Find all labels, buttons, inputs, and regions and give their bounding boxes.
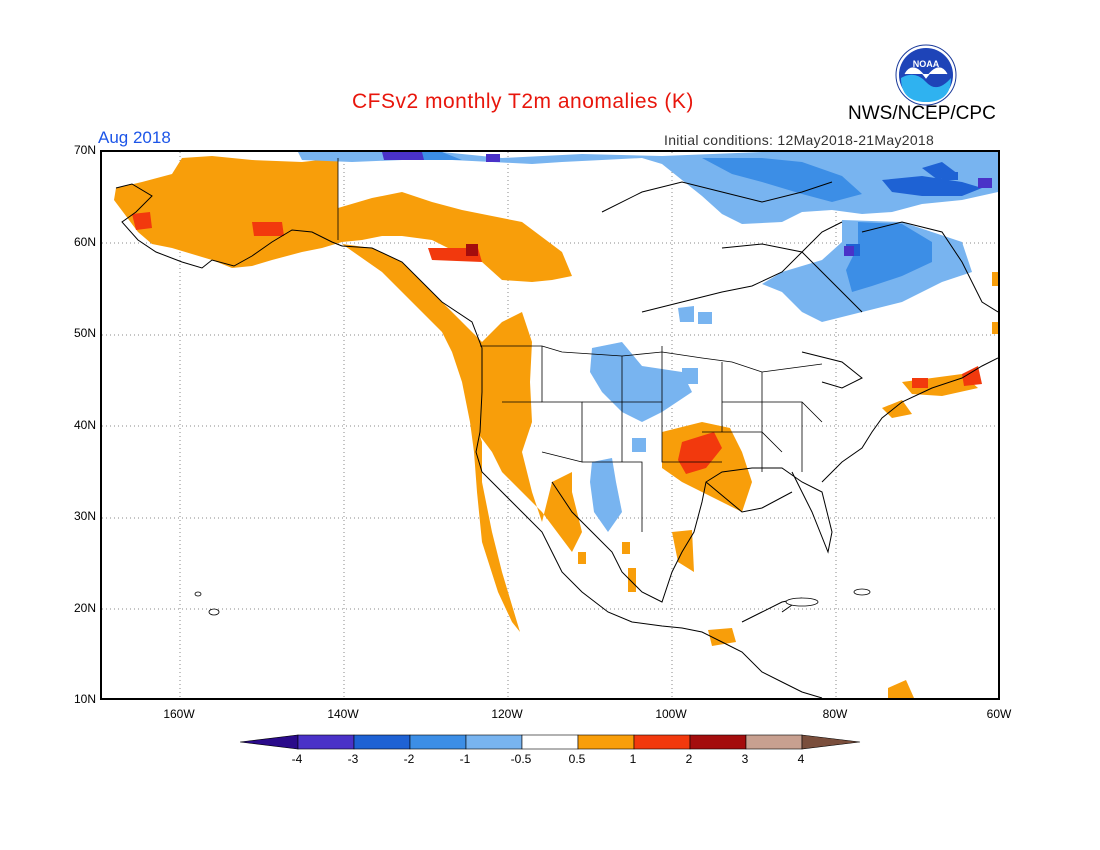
colorbar-swatch <box>240 734 299 750</box>
lat-label: 10N <box>73 692 96 706</box>
colorbar-swatch <box>577 734 635 750</box>
colorbar-tick: -2 <box>403 752 415 766</box>
colorbar-swatch <box>801 734 861 750</box>
lon-label: 120W <box>491 707 523 721</box>
lon-label: 80W <box>822 707 848 721</box>
colorbar-swatch <box>465 734 523 750</box>
colorbar-swatch <box>353 734 411 750</box>
initial-conditions: Initial conditions: 12May2018-21May2018 <box>664 132 935 148</box>
colorbar-tick: -4 <box>291 752 303 766</box>
colorbar-tick: -3 <box>347 752 359 766</box>
colorbar-tick: 1 <box>629 752 637 766</box>
lat-label: 50N <box>73 326 96 340</box>
lon-label: 60W <box>986 707 1012 721</box>
anomaly-map <box>100 150 1000 700</box>
lon-label: 100W <box>655 707 687 721</box>
colorbar-tick: -0.5 <box>510 752 532 766</box>
colorbar-tick: 2 <box>685 752 693 766</box>
colorbar-tick: 3 <box>741 752 749 766</box>
colorbar-swatch <box>745 734 803 750</box>
colorbar-swatch <box>689 734 747 750</box>
coastlines <box>115 181 998 698</box>
colorbar-swatch <box>409 734 467 750</box>
svg-text:NOAA: NOAA <box>913 59 940 69</box>
colorbar-swatch <box>297 734 355 750</box>
lat-label: 60N <box>73 235 96 249</box>
map-canvas <box>102 152 998 698</box>
colorbar-tick: -1 <box>459 752 471 766</box>
colorbar-tick: 4 <box>797 752 805 766</box>
lat-label: 20N <box>73 601 96 615</box>
extreme-cold-anomaly-regions <box>382 152 992 256</box>
lon-label: 160W <box>163 707 195 721</box>
lon-label: 140W <box>327 707 359 721</box>
islands <box>194 588 871 616</box>
map-title: CFSv2 monthly T2m anomalies (K) <box>352 90 694 113</box>
colorbar-swatch <box>521 734 579 750</box>
very-cold-anomaly-regions <box>846 162 982 256</box>
agency-label: NWS/NCEP/CPC <box>848 103 996 124</box>
colorbar <box>240 734 861 750</box>
lat-label: 30N <box>73 509 96 523</box>
colorbar-tick: 0.5 <box>568 752 586 766</box>
noaa-logo-icon: NOAA <box>895 44 957 106</box>
lat-label: 40N <box>73 418 96 432</box>
forecast-month: Aug 2018 <box>98 128 171 147</box>
lat-label: 70N <box>73 143 96 157</box>
extreme-warm-spot <box>466 244 478 256</box>
colorbar-swatch <box>633 734 691 750</box>
political-borders <box>337 158 823 532</box>
